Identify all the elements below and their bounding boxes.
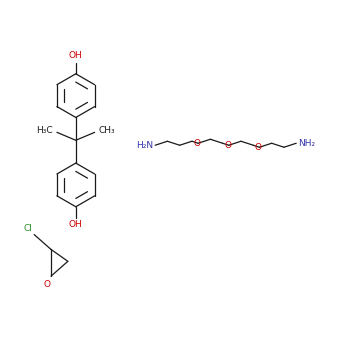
Text: O: O: [194, 139, 201, 148]
Text: OH: OH: [69, 51, 83, 60]
Text: NH₂: NH₂: [298, 139, 315, 148]
Text: H₂N: H₂N: [136, 141, 153, 150]
Text: O: O: [224, 141, 231, 150]
Text: CH₃: CH₃: [99, 126, 115, 135]
Text: Cl: Cl: [23, 224, 32, 232]
Text: OH: OH: [69, 220, 83, 229]
Text: H₃C: H₃C: [36, 126, 53, 135]
Text: O: O: [43, 280, 50, 289]
Text: O: O: [255, 143, 262, 152]
